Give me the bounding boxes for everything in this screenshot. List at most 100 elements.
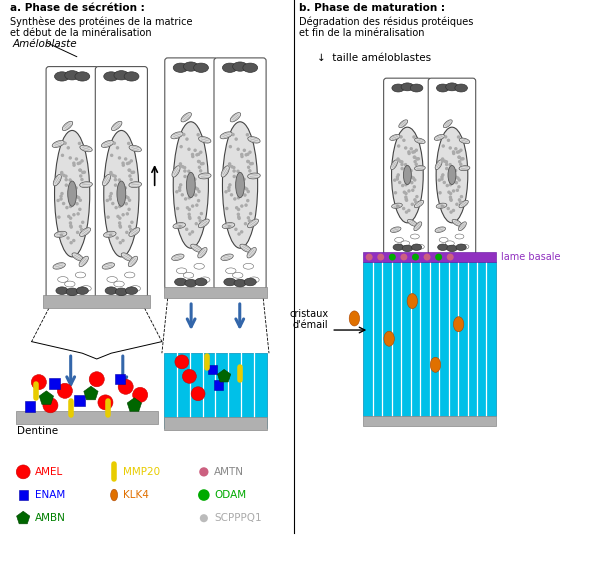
Ellipse shape xyxy=(384,331,394,346)
Ellipse shape xyxy=(183,62,198,71)
Ellipse shape xyxy=(438,244,448,251)
Circle shape xyxy=(417,157,420,160)
Circle shape xyxy=(228,164,231,167)
Circle shape xyxy=(119,241,122,244)
Circle shape xyxy=(199,219,202,222)
Circle shape xyxy=(191,204,195,208)
Ellipse shape xyxy=(445,241,454,246)
Ellipse shape xyxy=(390,227,401,232)
Circle shape xyxy=(233,197,237,201)
Ellipse shape xyxy=(183,273,194,278)
Ellipse shape xyxy=(186,173,195,197)
Circle shape xyxy=(80,228,83,231)
Circle shape xyxy=(413,160,417,163)
Circle shape xyxy=(119,225,122,229)
Circle shape xyxy=(109,195,112,198)
Circle shape xyxy=(200,162,203,166)
Circle shape xyxy=(183,369,196,383)
Circle shape xyxy=(188,232,192,236)
Circle shape xyxy=(128,225,132,228)
Circle shape xyxy=(75,186,78,190)
Ellipse shape xyxy=(80,145,93,152)
Ellipse shape xyxy=(394,237,403,243)
Circle shape xyxy=(197,199,200,203)
Ellipse shape xyxy=(222,63,237,72)
Circle shape xyxy=(407,208,410,212)
Ellipse shape xyxy=(224,278,236,286)
Circle shape xyxy=(197,190,201,193)
Ellipse shape xyxy=(195,278,207,286)
Ellipse shape xyxy=(415,166,425,171)
Circle shape xyxy=(121,239,125,242)
Circle shape xyxy=(118,205,122,208)
Circle shape xyxy=(444,135,447,138)
Circle shape xyxy=(75,195,79,199)
Circle shape xyxy=(185,137,189,141)
Ellipse shape xyxy=(114,281,125,287)
Circle shape xyxy=(89,372,104,387)
Ellipse shape xyxy=(79,182,93,188)
Circle shape xyxy=(109,233,112,237)
Circle shape xyxy=(199,467,209,477)
Circle shape xyxy=(409,169,413,173)
Circle shape xyxy=(79,174,82,178)
Circle shape xyxy=(393,178,397,182)
Circle shape xyxy=(455,203,458,206)
Circle shape xyxy=(187,170,190,173)
Circle shape xyxy=(227,189,231,192)
Circle shape xyxy=(404,192,408,195)
Circle shape xyxy=(461,157,465,160)
Text: SCPPPQ1: SCPPPQ1 xyxy=(214,513,262,523)
Ellipse shape xyxy=(56,287,68,295)
Ellipse shape xyxy=(79,256,88,267)
Circle shape xyxy=(413,178,416,182)
Circle shape xyxy=(198,489,210,501)
Circle shape xyxy=(452,189,455,193)
Circle shape xyxy=(118,156,121,160)
Circle shape xyxy=(423,254,431,261)
Circle shape xyxy=(410,147,413,151)
Circle shape xyxy=(65,184,68,187)
Circle shape xyxy=(396,157,400,161)
Circle shape xyxy=(237,217,241,220)
Ellipse shape xyxy=(171,254,184,261)
Circle shape xyxy=(449,210,453,214)
Ellipse shape xyxy=(52,141,64,148)
Bar xyxy=(364,252,496,262)
Ellipse shape xyxy=(58,277,68,283)
Circle shape xyxy=(125,202,128,206)
Text: Améloblaste: Améloblaste xyxy=(13,39,78,49)
Circle shape xyxy=(243,186,247,190)
Circle shape xyxy=(72,163,76,167)
Circle shape xyxy=(447,138,450,142)
Circle shape xyxy=(440,175,444,179)
Circle shape xyxy=(187,148,191,151)
Ellipse shape xyxy=(230,112,241,122)
Circle shape xyxy=(415,148,418,152)
Text: lame basale: lame basale xyxy=(500,252,560,262)
Ellipse shape xyxy=(53,263,65,269)
Ellipse shape xyxy=(104,72,119,81)
Circle shape xyxy=(237,148,240,151)
Circle shape xyxy=(188,176,192,179)
Ellipse shape xyxy=(391,127,423,223)
Circle shape xyxy=(113,141,116,145)
Circle shape xyxy=(247,216,250,219)
Circle shape xyxy=(183,166,186,169)
Circle shape xyxy=(110,192,113,195)
Ellipse shape xyxy=(247,247,256,258)
Text: et début de la minéralisation: et début de la minéralisation xyxy=(10,28,152,38)
Circle shape xyxy=(197,160,201,163)
Ellipse shape xyxy=(173,63,188,72)
Circle shape xyxy=(435,254,442,261)
Circle shape xyxy=(175,190,178,193)
Circle shape xyxy=(72,213,76,217)
Text: b. Phase de maturation :: b. Phase de maturation : xyxy=(299,3,445,13)
Polygon shape xyxy=(127,398,142,412)
Ellipse shape xyxy=(393,244,403,251)
Circle shape xyxy=(184,197,187,201)
Circle shape xyxy=(191,153,195,156)
Circle shape xyxy=(396,204,400,208)
Circle shape xyxy=(180,145,183,148)
Circle shape xyxy=(413,185,416,189)
